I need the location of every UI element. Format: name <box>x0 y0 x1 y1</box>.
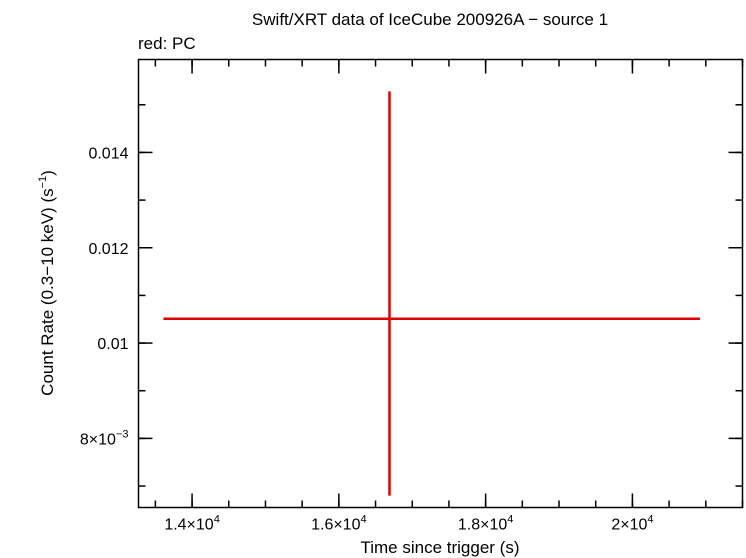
data-point <box>387 317 391 321</box>
x-tick-label: 1.6×104 <box>311 514 367 534</box>
y-axis-label: Count Rate (0.3−10 keV) (s−1) <box>37 170 57 396</box>
data-marks <box>163 91 700 496</box>
y-tick-label: 0.014 <box>88 145 128 162</box>
y-tick-label: 0.012 <box>88 241 128 258</box>
x-tick-label: 1.8×104 <box>458 514 514 534</box>
y-tick-label: 8×10−3 <box>80 428 129 448</box>
x-tick-label: 1.4×104 <box>164 514 220 534</box>
chart-title: Swift/XRT data of IceCube 200926A − sour… <box>252 10 608 29</box>
x-tick-label: 2×104 <box>611 514 653 534</box>
y-tick-label: 0.01 <box>97 336 128 353</box>
plot-frame <box>137 58 744 509</box>
chart-subtitle: red: PC <box>138 34 196 53</box>
axis-ticks: 1.4×104 1.6×104 1.8×104 2×104 8×10−3 0.01 0.01… <box>80 59 744 534</box>
x-axis-label: Time since trigger (s) <box>360 538 519 557</box>
